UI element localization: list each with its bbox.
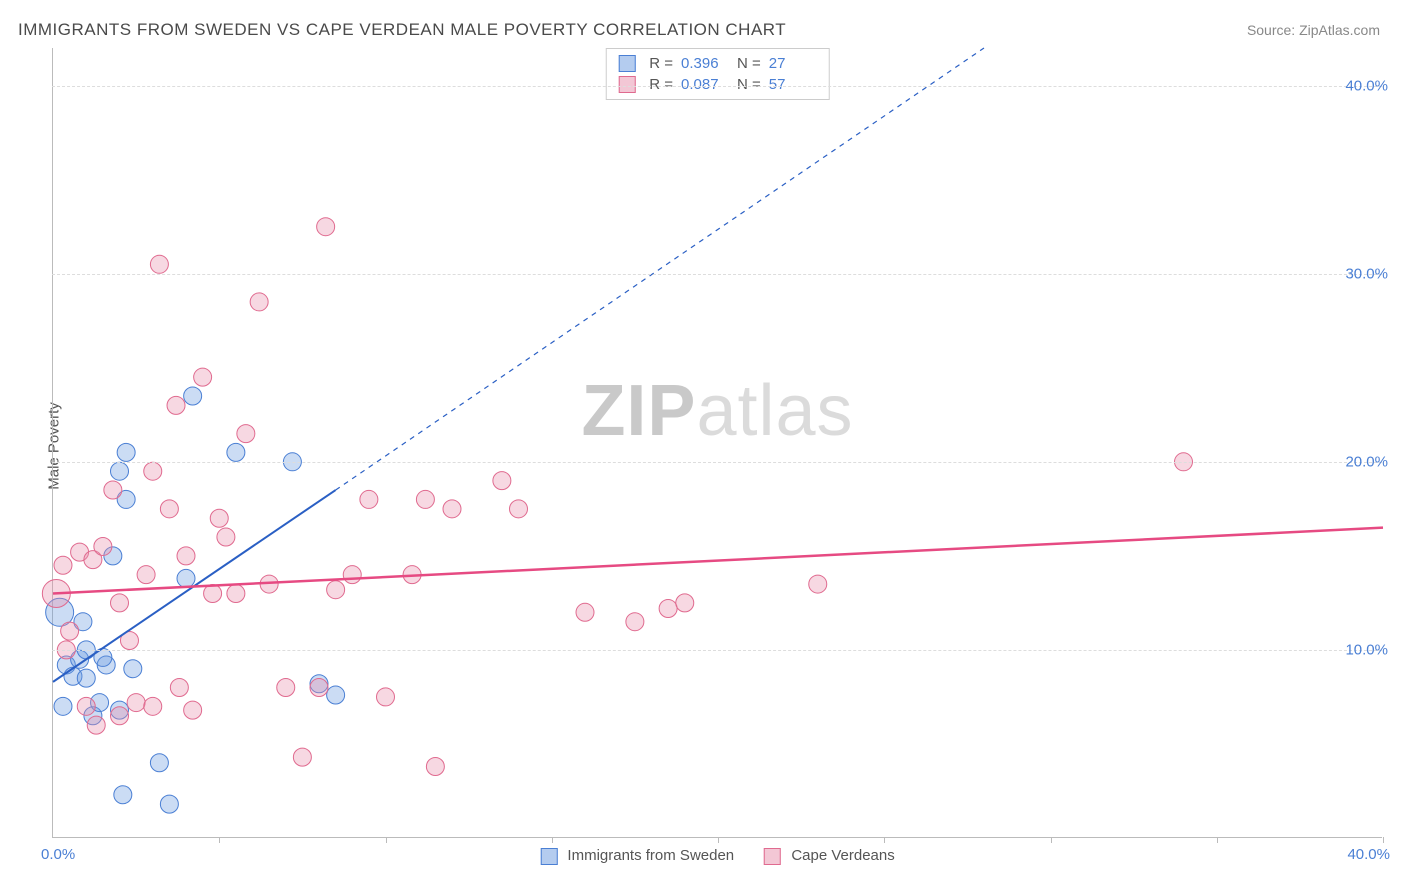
x-tick xyxy=(219,837,220,843)
data-point xyxy=(809,575,827,593)
chart-title: IMMIGRANTS FROM SWEDEN VS CAPE VERDEAN M… xyxy=(18,20,786,40)
y-tick-label: 30.0% xyxy=(1345,265,1388,282)
data-point xyxy=(416,490,434,508)
data-point xyxy=(493,472,511,490)
data-point xyxy=(160,795,178,813)
data-point xyxy=(54,697,72,715)
plot-area: ZIPatlas R =0.396 N =27 R =0.087 N =57 0… xyxy=(52,48,1382,838)
swatch-icon xyxy=(540,848,557,865)
swatch-icon xyxy=(764,848,781,865)
data-point xyxy=(310,679,328,697)
data-point xyxy=(114,786,132,804)
x-tick xyxy=(1051,837,1052,843)
data-point xyxy=(144,697,162,715)
y-tick-label: 20.0% xyxy=(1345,453,1388,470)
data-point xyxy=(204,584,222,602)
data-point xyxy=(676,594,694,612)
data-point xyxy=(54,556,72,574)
data-point xyxy=(277,679,295,697)
data-point xyxy=(87,716,105,734)
x-axis-min: 0.0% xyxy=(41,846,75,863)
legend-item-capeverdean: Cape Verdeans xyxy=(764,847,895,865)
data-point xyxy=(217,528,235,546)
trend-line-extended xyxy=(336,48,984,490)
data-point xyxy=(111,594,129,612)
data-point xyxy=(117,443,135,461)
data-point xyxy=(210,509,228,527)
data-point xyxy=(293,748,311,766)
data-point xyxy=(61,622,79,640)
data-point xyxy=(167,396,185,414)
data-point xyxy=(111,707,129,725)
data-point xyxy=(227,584,245,602)
x-axis-legend: Immigrants from Sweden Cape Verdeans xyxy=(540,847,895,865)
x-tick xyxy=(718,837,719,843)
data-point xyxy=(77,669,95,687)
gridline xyxy=(52,274,1382,275)
data-point xyxy=(426,758,444,776)
gridline xyxy=(52,86,1382,87)
gridline xyxy=(52,462,1382,463)
data-point xyxy=(77,697,95,715)
data-point xyxy=(137,566,155,584)
data-point xyxy=(227,443,245,461)
y-tick-label: 40.0% xyxy=(1345,77,1388,94)
trend-line xyxy=(53,528,1383,594)
data-point xyxy=(626,613,644,631)
data-point xyxy=(377,688,395,706)
x-axis-max: 40.0% xyxy=(1347,846,1390,863)
data-point xyxy=(184,701,202,719)
source-attribution: Source: ZipAtlas.com xyxy=(1247,22,1380,38)
data-point xyxy=(659,600,677,618)
data-point xyxy=(510,500,528,518)
data-point xyxy=(576,603,594,621)
legend-item-sweden: Immigrants from Sweden xyxy=(540,847,734,865)
data-point xyxy=(250,293,268,311)
data-point xyxy=(343,566,361,584)
data-point xyxy=(177,569,195,587)
x-tick xyxy=(1217,837,1218,843)
data-point xyxy=(150,754,168,772)
data-point xyxy=(94,537,112,555)
x-tick xyxy=(884,837,885,843)
x-tick xyxy=(552,837,553,843)
data-point xyxy=(124,660,142,678)
data-point xyxy=(150,255,168,273)
data-point xyxy=(360,490,378,508)
data-point xyxy=(104,481,122,499)
data-point xyxy=(160,500,178,518)
data-point xyxy=(327,581,345,599)
x-tick xyxy=(386,837,387,843)
data-point xyxy=(170,679,188,697)
data-point xyxy=(111,462,129,480)
x-tick xyxy=(1383,837,1384,843)
data-point xyxy=(194,368,212,386)
data-point xyxy=(184,387,202,405)
data-point xyxy=(127,694,145,712)
data-point xyxy=(317,218,335,236)
y-tick-label: 10.0% xyxy=(1345,641,1388,658)
data-point xyxy=(443,500,461,518)
data-point xyxy=(144,462,162,480)
gridline xyxy=(52,650,1382,651)
data-point xyxy=(327,686,345,704)
scatter-svg xyxy=(53,48,1382,837)
data-point xyxy=(237,425,255,443)
data-point xyxy=(177,547,195,565)
